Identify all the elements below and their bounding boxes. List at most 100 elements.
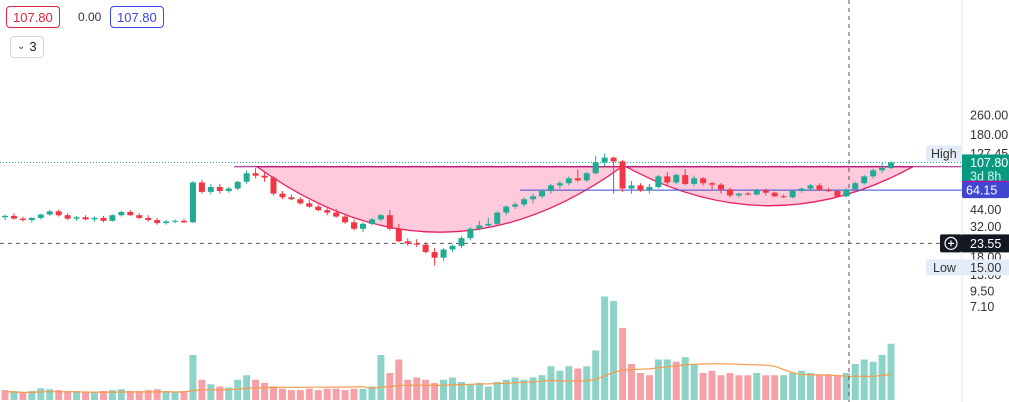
volume-bar — [771, 375, 779, 400]
candle-body — [494, 212, 501, 224]
candle-body — [834, 191, 841, 197]
bar-countdown: 3d 8h — [970, 169, 1001, 183]
candle-body — [476, 225, 483, 229]
candle — [870, 168, 877, 179]
candle — [2, 214, 8, 221]
candle-body — [744, 193, 751, 195]
volume-bar — [833, 375, 841, 400]
candle — [127, 210, 134, 216]
candle-body — [216, 186, 223, 192]
candle-body — [440, 249, 447, 258]
candle — [243, 170, 250, 184]
volume-bar — [19, 391, 27, 400]
candle — [172, 219, 179, 224]
volume-bar — [493, 382, 501, 400]
volume-bar — [171, 391, 179, 400]
volume-bar — [574, 368, 582, 400]
volume-bar — [547, 366, 555, 400]
chevron-down-icon: ⌄ — [17, 41, 26, 52]
volume-bar — [807, 373, 814, 400]
crosshair-price-bg — [962, 234, 1009, 253]
candle — [691, 175, 698, 187]
volume-bar — [305, 388, 313, 400]
volume-bar — [708, 370, 716, 400]
volume-bar — [332, 388, 340, 400]
candle — [744, 191, 751, 196]
volume-bar — [824, 375, 832, 400]
volume-bar — [449, 377, 456, 400]
candle-body — [861, 176, 868, 184]
volume-bar — [645, 375, 653, 400]
candle-body — [189, 182, 196, 223]
buy-price-button[interactable]: 107.80 — [110, 6, 164, 28]
candle — [342, 213, 349, 224]
last-price-value: 107.80 — [970, 156, 1008, 170]
volume-bar — [207, 384, 215, 400]
candle — [726, 187, 733, 198]
candle — [360, 222, 366, 233]
candle-body — [539, 191, 545, 197]
candle-body — [100, 217, 107, 221]
candle — [261, 172, 268, 182]
indicators-toggle-button[interactable]: ⌄ 3 — [10, 36, 44, 58]
candle-body — [351, 222, 358, 229]
candle — [789, 190, 796, 199]
candle — [37, 213, 44, 220]
candle-body — [154, 220, 161, 224]
candle — [386, 210, 393, 231]
support-price-tag-text: 64.15 — [966, 184, 997, 198]
candle-body — [288, 197, 295, 200]
volume-bar — [180, 391, 188, 400]
volume-bar — [753, 373, 761, 400]
volume-bar — [636, 373, 644, 400]
volume-bar — [234, 379, 242, 400]
candle — [700, 177, 707, 186]
candle-body — [360, 223, 366, 229]
volume-bar — [28, 391, 36, 400]
candle-body — [207, 186, 214, 192]
axis-tick-label: 260.00 — [970, 109, 1008, 123]
candle-body — [91, 217, 98, 220]
candle — [539, 189, 545, 199]
candle-body — [816, 185, 823, 191]
candle-body — [243, 173, 250, 182]
low-label: Low — [933, 261, 957, 275]
candle-body — [46, 211, 53, 215]
volume-bar — [10, 391, 18, 400]
candle-body — [198, 182, 205, 192]
candle — [807, 183, 814, 191]
candle-body — [888, 162, 895, 169]
sell-price-button[interactable]: 107.80 — [6, 6, 60, 28]
candle — [780, 194, 787, 198]
volume-bar — [511, 377, 519, 400]
support-price-tag-bg — [962, 182, 1009, 199]
candle — [324, 207, 331, 216]
candle-body — [628, 185, 635, 189]
candle-body — [342, 216, 349, 223]
candle — [10, 213, 17, 220]
candle — [234, 181, 241, 191]
handle-shape — [625, 166, 914, 207]
candle-body — [225, 188, 232, 192]
candle — [628, 181, 635, 194]
candle — [673, 173, 680, 184]
candle — [735, 192, 742, 198]
candle — [762, 188, 769, 196]
candle — [306, 200, 313, 208]
candle — [297, 197, 304, 205]
volume-bar — [475, 382, 483, 400]
volume-histogram — [1, 296, 895, 400]
volume-bar — [261, 382, 269, 400]
candle — [198, 179, 205, 194]
volume-bar — [287, 390, 295, 400]
high-label: High — [931, 147, 957, 161]
volume-bar — [654, 359, 662, 400]
candle — [583, 172, 590, 182]
candle — [565, 176, 572, 186]
volume-bar — [628, 364, 635, 400]
candle-body — [136, 215, 143, 218]
volume-bar — [744, 375, 752, 400]
candle-body — [163, 221, 170, 224]
